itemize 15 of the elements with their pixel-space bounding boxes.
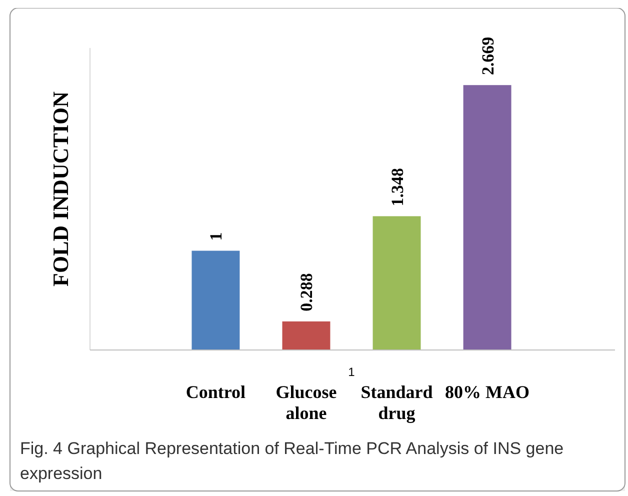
data-label: 1 [206, 232, 226, 241]
text: 1 [348, 365, 356, 379]
data-label: 0.288 [297, 273, 316, 312]
x-tick-label: 80% MAO [445, 382, 530, 402]
bar [463, 85, 512, 350]
bar [372, 216, 421, 350]
x-tick-label: Control [186, 382, 246, 402]
bar [282, 321, 330, 350]
bar [192, 250, 240, 350]
x-tick-label: Glucose alone [276, 382, 337, 423]
caption: Fig. 4 Graphical Representation of Real-Time PCR Analysis of INS gene expression [20, 439, 564, 483]
y-axis-title: FOLD INDUCTION [48, 91, 73, 286]
x-tick-label: Standard drug [360, 382, 433, 423]
data-label: 2.669 [478, 36, 498, 76]
data-label: 1.348 [388, 168, 407, 206]
